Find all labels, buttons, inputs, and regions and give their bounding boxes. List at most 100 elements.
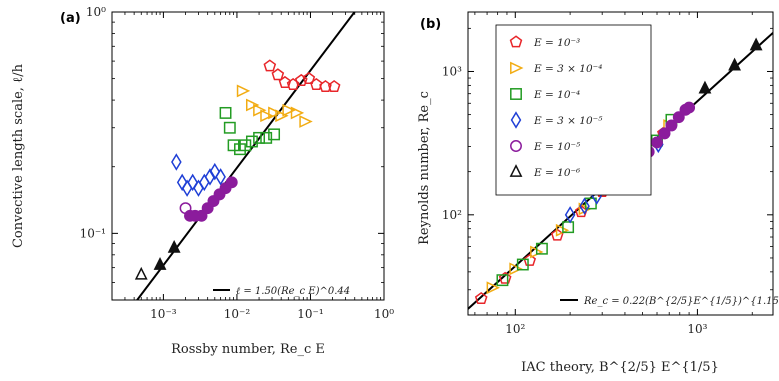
data-point-e3 xyxy=(278,75,292,88)
data-point-e4 xyxy=(227,139,240,152)
data-point-e3x5 xyxy=(209,162,221,181)
data-point-e6 xyxy=(698,80,712,94)
panel-a: (a) 10⁻³ 10⁻² 10⁻¹ 10⁰ 10⁻¹ 10⁰ ℓ = 1.50(Re_c… xyxy=(11,5,395,357)
legend-label-e3x4: E = 3 × 10⁻⁴ xyxy=(533,63,602,75)
legend-marker-e3 xyxy=(509,35,523,48)
data-point-e3x4 xyxy=(299,115,313,128)
x-tick-label: 10⁻¹ xyxy=(297,307,323,321)
data-point-e4 xyxy=(260,131,273,144)
data-point-e3x4 xyxy=(578,202,593,216)
data-point-e3 xyxy=(294,73,308,86)
panel-b-ylabel: Reynolds number, Re_c xyxy=(417,91,432,245)
data-point-e4 xyxy=(223,121,236,134)
data-point-e5 xyxy=(225,176,238,189)
data-point-e5 xyxy=(651,136,663,149)
data-point-e3x4 xyxy=(260,109,274,123)
data-point-e4 xyxy=(562,221,575,234)
legend-label-e4: E = 10⁻⁴ xyxy=(533,89,580,101)
data-point-e3x5 xyxy=(199,173,210,192)
panel-a-fit-label: ℓ = 1.50(Re_c E)^0.44 xyxy=(236,286,350,297)
data-point-e4 xyxy=(516,258,529,271)
legend: E = 10⁻³ E = 3 × 10⁻⁴ E = 10⁻⁴ E = 3 × 10⁻⁵… xyxy=(495,24,652,196)
data-point-e3x4 xyxy=(253,103,267,117)
data-point-e5 xyxy=(195,209,208,222)
panel-a-ylabel: Convective length scale, ℓ/h xyxy=(11,63,26,248)
y-tick-label: 10² xyxy=(442,208,462,222)
legend-marker-e3x4 xyxy=(510,61,524,75)
y-tick-label: 10³ xyxy=(442,64,462,78)
x-tick-label: 10³ xyxy=(687,322,707,336)
y-tick-label: 10⁰ xyxy=(86,5,106,19)
data-point-e6 xyxy=(749,37,763,51)
x-tick-label: 10² xyxy=(505,322,525,336)
panel-b-frame xyxy=(467,11,774,316)
x-tick-label: 10⁰ xyxy=(374,307,394,321)
data-point-e3 xyxy=(327,80,341,93)
legend-label-e5: E = 10⁻⁵ xyxy=(533,141,581,153)
data-point-e3x4 xyxy=(282,103,296,117)
data-point-e3 xyxy=(263,59,277,72)
data-point-e3x4 xyxy=(275,109,289,123)
data-point-e3x5 xyxy=(564,206,576,224)
panel-a-frame xyxy=(111,11,385,301)
x-tick-label: 10⁻³ xyxy=(150,307,177,321)
data-point-e5 xyxy=(665,119,678,132)
data-point-e5 xyxy=(683,101,696,114)
data-point-e4 xyxy=(245,135,258,148)
fit-line xyxy=(135,12,356,300)
data-point-e3 xyxy=(302,71,316,85)
data-point-e3 xyxy=(474,292,488,305)
panel-a-fit-line xyxy=(135,12,356,300)
data-point-e3x5 xyxy=(171,153,182,171)
data-point-e3 xyxy=(309,77,323,90)
legend-marker-e6 xyxy=(509,164,523,177)
data-point-e3x4 xyxy=(555,223,570,237)
data-point-e6 xyxy=(134,266,148,280)
data-point-e3x5 xyxy=(193,179,204,197)
data-point-e4 xyxy=(219,106,232,119)
data-point-e3x4 xyxy=(486,281,500,295)
data-point-e3 xyxy=(271,68,285,81)
panel-b-xlabel: IAC theory, B^{2/5} E^{1/5} xyxy=(521,360,719,375)
data-point-e3x5 xyxy=(176,173,188,192)
data-point-e4 xyxy=(268,128,281,141)
data-point-e4 xyxy=(253,131,266,144)
data-point-e6 xyxy=(728,57,742,71)
panel-b-fit-label: Re_c = 0.22(B^{2/5}E^{1/5})^{1.15} xyxy=(583,296,779,307)
panel-a-xlabel: Rossby number, Re_c E xyxy=(171,342,325,357)
data-point-e3 xyxy=(523,253,537,266)
legend-label-e6: E = 10⁻⁶ xyxy=(533,167,581,179)
panel-a-fit-note: ℓ = 1.50(Re_c E)^0.44 xyxy=(213,286,350,297)
data-point-e5 xyxy=(658,127,671,140)
data-point-e3x5 xyxy=(215,168,226,186)
legend-marker-e5 xyxy=(510,140,522,152)
data-point-e3x5 xyxy=(579,197,590,215)
legend-marker-e4 xyxy=(510,88,522,100)
legend-box xyxy=(495,24,652,196)
data-point-e4 xyxy=(496,274,509,287)
data-point-e3x5 xyxy=(181,179,193,197)
panel-a-points xyxy=(134,59,341,280)
panel-a-label: (a) xyxy=(60,11,81,26)
panel-b-label: (b) xyxy=(420,17,441,32)
data-point-e3x5 xyxy=(187,173,198,192)
panel-b: (b) 10² 10³ 10² 10³ Re_c = 0.22(B^{2/5}E^{1… xyxy=(417,11,779,375)
data-point-e4 xyxy=(239,139,252,152)
legend-label-e3x5: E = 3 × 10⁻⁵ xyxy=(533,115,603,127)
data-point-e3x4 xyxy=(236,84,251,98)
x-tick-label: 10⁻² xyxy=(224,307,251,321)
data-point-e6 xyxy=(153,257,167,270)
panel-b-fit-note: Re_c = 0.22(B^{2/5}E^{1/5})^{1.15} xyxy=(560,296,779,307)
data-point-e4 xyxy=(535,242,548,255)
y-tick-label: 10⁻¹ xyxy=(80,226,106,240)
data-point-e3x4 xyxy=(245,98,260,112)
data-point-e3 xyxy=(498,271,512,284)
data-point-e3x4 xyxy=(509,262,523,276)
panel-b-ticks: 10² 10³ 10² 10³ xyxy=(442,12,773,336)
legend-label-e3: E = 10⁻³ xyxy=(533,37,580,49)
panel-a-ticks: 10⁻³ 10⁻² 10⁻¹ 10⁰ 10⁻¹ 10⁰ xyxy=(80,5,395,321)
data-point-e5 xyxy=(672,111,685,124)
data-point-e3x4 xyxy=(268,106,282,120)
data-point-e3x4 xyxy=(290,106,305,120)
